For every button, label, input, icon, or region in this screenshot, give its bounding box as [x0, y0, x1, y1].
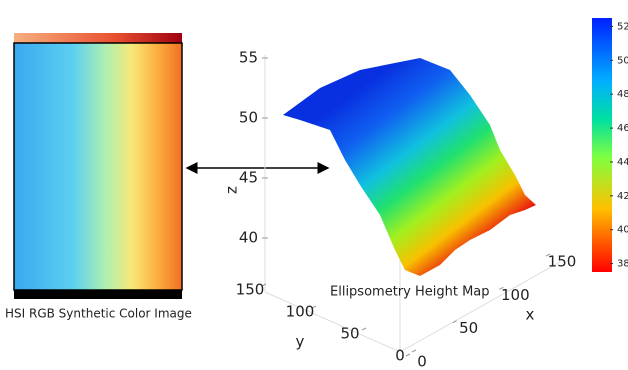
colorbar-tick-label: 40 [617, 225, 628, 236]
page: HSI RGB Synthetic Color Image Ellipsomet… [0, 0, 628, 370]
z-tick-label: 50 [239, 109, 258, 127]
color-image [14, 43, 182, 290]
colorbar-tick-label: 48 [617, 89, 628, 100]
colorbar-tick-label: 46 [617, 123, 628, 134]
x-tick-label: 100 [501, 286, 530, 304]
y-tick-label: 100 [286, 303, 315, 321]
y-label: y [296, 333, 305, 351]
colorbar-tick-label: 44 [617, 157, 628, 168]
z-tick-label: 40 [239, 229, 258, 247]
surface [283, 58, 536, 276]
x-tick-label: 0 [417, 353, 427, 370]
z-tick-label: 55 [239, 49, 258, 67]
x-tick [406, 354, 410, 356]
y-tick-label: 150 [236, 281, 265, 299]
colorbar-tick-label: 52 [617, 21, 628, 32]
y-tick-label: 0 [395, 347, 405, 365]
colorbar-tick-label: 38 [617, 259, 628, 270]
surface-title: Ellipsometry Height Map [330, 285, 490, 300]
x-tick-label: 50 [459, 319, 478, 337]
y-tick [412, 350, 416, 352]
colorbar-tick-label: 50 [617, 55, 628, 66]
x-tick-label: 150 [548, 253, 577, 271]
y-tick [362, 328, 366, 330]
figure: HSI RGB Synthetic Color Image Ellipsomet… [0, 0, 628, 370]
y-tick-label: 50 [340, 325, 359, 343]
z-label: z [223, 186, 241, 194]
z-tick-label: 45 [239, 169, 258, 187]
colorbar-tick-label: 42 [617, 191, 628, 202]
image-caption: HSI RGB Synthetic Color Image [5, 307, 192, 321]
image-bar [14, 290, 182, 299]
colorbar [592, 18, 612, 272]
x-label: x [526, 306, 535, 324]
image-strip [14, 33, 182, 43]
